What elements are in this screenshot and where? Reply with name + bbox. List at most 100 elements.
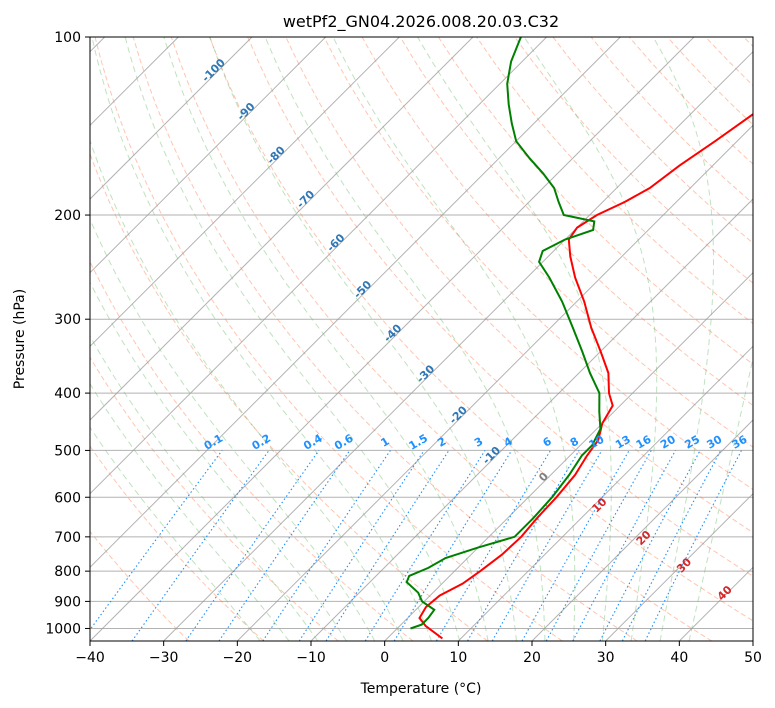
mixing-ratio-line bbox=[545, 450, 652, 641]
temperature-profile-line bbox=[418, 112, 753, 640]
mixing-ratio-label: 1.5 bbox=[407, 432, 430, 453]
mixing-ratio-label: 0.2 bbox=[250, 432, 273, 453]
mixing-ratio-line bbox=[298, 450, 425, 641]
x-tick-label: 50 bbox=[744, 650, 762, 666]
mixing-ratio-label: 8 bbox=[568, 435, 581, 450]
isotherm-line bbox=[163, 50, 753, 641]
dry-adiabat-line bbox=[90, 530, 190, 641]
mixing-ratio-label: 4 bbox=[502, 434, 515, 449]
dry-adiabat-line bbox=[437, 37, 753, 365]
mixing-ratio-line bbox=[325, 450, 450, 641]
isotherm-label: -40 bbox=[381, 321, 404, 344]
moist-adiabat-line bbox=[90, 335, 319, 641]
dewpoint-profile-line bbox=[405, 37, 602, 630]
dry-adiabat-line bbox=[132, 37, 638, 641]
y-tick-label: 200 bbox=[54, 208, 81, 224]
moist-adiabat-line bbox=[90, 382, 290, 641]
y-tick-label: 500 bbox=[54, 443, 81, 459]
mixing-ratio-label: 0.6 bbox=[332, 432, 356, 453]
isotherm-line bbox=[457, 345, 753, 641]
mixing-ratio-line bbox=[521, 450, 630, 641]
dry-adiabat-line bbox=[90, 260, 414, 641]
mixing-ratio-line bbox=[599, 450, 701, 641]
moist-adiabat-line bbox=[90, 217, 376, 641]
mixing-ratio-label: 30 bbox=[705, 433, 725, 452]
x-tick-label: 40 bbox=[670, 650, 688, 666]
mixing-ratio-line bbox=[131, 450, 270, 641]
y-tick-label: 900 bbox=[54, 594, 81, 610]
mixing-ratio-line bbox=[435, 450, 552, 641]
isotherm-line bbox=[90, 37, 548, 495]
dry-adiabat-line bbox=[90, 152, 488, 641]
moist-adiabat-line bbox=[90, 138, 404, 641]
isotherm-line bbox=[90, 37, 327, 274]
mixing-ratio-label: 6 bbox=[541, 434, 554, 449]
dry-adiabat-line bbox=[90, 445, 264, 641]
dry-adiabat-line bbox=[705, 37, 753, 87]
isotherm-line bbox=[384, 271, 753, 641]
dry-adiabat-line bbox=[743, 37, 753, 48]
y-tick-label: 1000 bbox=[45, 621, 81, 637]
isotherm-line bbox=[752, 640, 753, 641]
chart-title: wetPf2_GN04.2026.008.20.03.C32 bbox=[283, 12, 559, 32]
moist-adiabat-line bbox=[264, 37, 546, 641]
moist-adiabat-line bbox=[90, 426, 261, 641]
plot-frame bbox=[89, 36, 754, 642]
mixing-ratio-line bbox=[90, 450, 223, 631]
mixing-ratio-label: 25 bbox=[682, 433, 702, 452]
moist-adiabat-line bbox=[209, 37, 517, 641]
isotherm-label: -50 bbox=[351, 278, 374, 301]
moist-adiabat-line bbox=[163, 37, 489, 641]
isotherm-line bbox=[90, 37, 474, 421]
dry-adiabat-line bbox=[476, 37, 753, 325]
isotherm-line bbox=[90, 37, 400, 348]
dry-adiabat-label: 40 bbox=[715, 583, 735, 603]
mixing-ratio-label: 13 bbox=[613, 433, 633, 452]
isotherm-line bbox=[90, 37, 253, 200]
isotherm-label: -60 bbox=[324, 231, 347, 254]
mixing-ratio-label: 1 bbox=[379, 435, 392, 450]
x-tick-label: 30 bbox=[597, 650, 615, 666]
x-tick-label: −40 bbox=[75, 650, 105, 666]
isotherm-line bbox=[90, 37, 621, 569]
plot-area: -100-90-80-70-60-50-40-30-20-1000.1 0.2 0.… bbox=[90, 37, 753, 641]
mixing-ratio-line bbox=[644, 450, 742, 641]
mixing-ratio-line bbox=[572, 450, 676, 641]
isotherm-label: -30 bbox=[414, 362, 437, 385]
x-tick-label: 20 bbox=[523, 650, 541, 666]
isotherm-line bbox=[531, 419, 753, 641]
y-axis-label: Pressure (hPa) bbox=[12, 289, 28, 389]
mixing-ratio-label: 3 bbox=[472, 435, 485, 450]
mixing-ratio-label: 0.1 bbox=[202, 432, 225, 453]
x-tick-label: −20 bbox=[223, 650, 253, 666]
dry-adiabat-line bbox=[323, 37, 753, 491]
dry-adiabat-line bbox=[94, 37, 563, 641]
moist-adiabat-line bbox=[523, 37, 658, 641]
moist-adiabat-line bbox=[90, 281, 347, 641]
y-tick-label: 800 bbox=[54, 564, 81, 580]
mixing-ratio-label: 36 bbox=[730, 433, 750, 452]
moist-adiabat-line bbox=[417, 37, 612, 641]
mixing-ratio-label: 20 bbox=[658, 433, 678, 452]
isotherm-line bbox=[678, 566, 753, 641]
y-tick-label: 100 bbox=[54, 30, 81, 46]
y-tick-label: 400 bbox=[54, 386, 81, 402]
dry-adiabat-line bbox=[399, 37, 753, 407]
isotherm-label: -20 bbox=[447, 403, 470, 426]
mixing-ratio-line bbox=[621, 450, 722, 641]
isotherm-line bbox=[310, 198, 753, 641]
dry-adiabat-line bbox=[590, 37, 753, 205]
dry-adiabat-line bbox=[361, 37, 753, 448]
moist-adiabat-line bbox=[652, 37, 714, 641]
mixing-ratio-line bbox=[185, 450, 320, 641]
isotherm-line bbox=[90, 37, 695, 641]
mixing-ratio-label: 0.4 bbox=[301, 432, 325, 453]
dry-adiabat-line bbox=[170, 37, 712, 641]
isotherm-label: -10 bbox=[480, 444, 503, 467]
isotherm-line bbox=[236, 124, 753, 641]
dry-adiabat-line bbox=[247, 37, 753, 577]
y-axis: 100 200 300 400 500 600 700 800 900 1000 bbox=[45, 30, 90, 637]
isotherm-label: -70 bbox=[294, 188, 317, 211]
dry-adiabat-line bbox=[514, 37, 753, 284]
